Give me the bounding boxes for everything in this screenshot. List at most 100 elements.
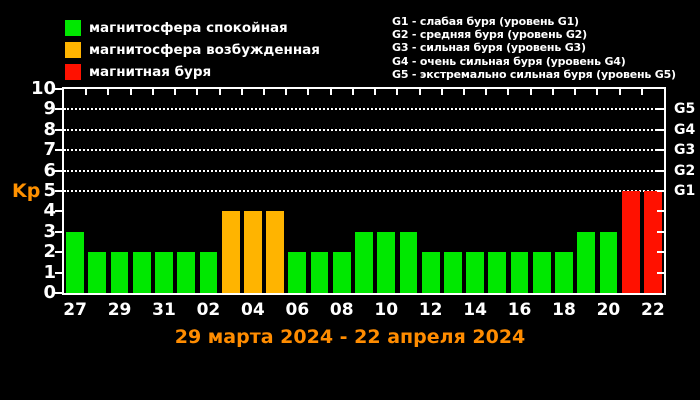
axis-tick-top (351, 89, 354, 95)
axis-tick-left (55, 292, 62, 294)
axis-tick-top (218, 89, 221, 95)
axis-tick-left (55, 149, 62, 152)
axis-tick-right (657, 190, 664, 192)
plot-area (62, 87, 666, 295)
y-tick-label: 2 (43, 241, 56, 263)
y-tick-label: 10 (30, 78, 56, 99)
y-axis-label-kp: Kp (12, 180, 41, 202)
bar-day-06 (288, 252, 307, 293)
bar-day-30 (132, 252, 151, 293)
gridline-level-6 (64, 169, 664, 172)
bar-day-12 (421, 252, 440, 293)
gridline-level-9 (64, 108, 664, 111)
red-square-swatch (65, 63, 81, 80)
right-axis-label-g1: G1 (674, 183, 696, 199)
green-square-swatch (65, 19, 81, 36)
axis-tick-right (657, 271, 664, 274)
bar-day-20 (599, 231, 618, 293)
gridline-level-7 (64, 149, 664, 152)
axis-tick-left (55, 251, 62, 254)
y-tick-label: 4 (43, 200, 56, 222)
axis-tick-right (657, 251, 664, 254)
axis-tick-top (85, 89, 88, 95)
y-tick-label: 1 (43, 261, 56, 283)
bar-day-15 (488, 252, 507, 293)
axis-tick-top (196, 89, 199, 95)
right-axis-label-g3: G3 (674, 142, 696, 159)
bar-day-22 (643, 191, 662, 293)
y-tick-label: 7 (43, 139, 56, 161)
bar-day-11 (399, 231, 418, 293)
bar-day-27 (66, 231, 84, 293)
x-tick-label-20: 20 (596, 300, 621, 320)
bar-day-28 (88, 252, 107, 293)
axis-tick-top (596, 89, 599, 95)
bar-day-05 (266, 211, 284, 293)
gridline-level-8 (64, 128, 664, 131)
bar-day-07 (310, 252, 329, 293)
x-tick-label-22: 22 (641, 300, 665, 320)
y-tick-label: 8 (43, 118, 56, 140)
axis-tick-top (551, 89, 554, 95)
g-scale-line-g3: G3 - сильная буря (уровень G3) (392, 41, 586, 55)
y-tick-label: 5 (43, 180, 56, 201)
axis-tick-right (657, 230, 664, 233)
bar-day-18 (555, 252, 573, 293)
g-scale-line-g4: G4 - очень сильная буря (уровень G4) (392, 54, 626, 68)
bar-day-01 (177, 252, 196, 293)
axis-tick-top (507, 89, 510, 95)
axis-tick-top (396, 89, 399, 95)
x-tick-label-18: 18 (552, 300, 576, 320)
legend-label-quiet: магнитосфера спокойная (89, 19, 288, 36)
axis-tick-left (55, 271, 62, 274)
axis-tick-left (55, 128, 62, 131)
axis-tick-left (55, 169, 62, 172)
bar-day-08 (332, 252, 351, 293)
g-scale-description: G1 - слабая буря (уровень G1) G2 - средн… (392, 15, 676, 81)
chart-title-date-range: 29 марта 2024 - 22 апреля 2024 (174, 326, 526, 348)
bar-day-16 (510, 252, 529, 293)
x-tick-label-02: 02 (196, 300, 221, 320)
axis-tick-top (640, 89, 643, 95)
axis-tick-top (240, 89, 243, 95)
axis-tick-left (55, 108, 62, 111)
x-tick-label-08: 08 (329, 300, 354, 320)
bar-day-13 (443, 252, 462, 293)
bar-day-09 (355, 231, 373, 293)
axis-tick-top (440, 89, 443, 95)
axis-tick-top (618, 89, 621, 95)
axis-tick-top (263, 89, 265, 95)
y-tick-label: 9 (43, 98, 56, 120)
axis-tick-top (329, 89, 332, 95)
legend-item-storm: магнитная буря (65, 63, 211, 80)
axis-tick-right (657, 108, 664, 111)
x-tick-label-27: 27 (63, 300, 87, 320)
legend-item-quiet: магнитосфера спокойная (65, 19, 288, 36)
x-tick-label-06: 06 (285, 300, 310, 320)
right-axis-label-g2: G2 (674, 162, 696, 179)
y-tick-label: 0 (43, 282, 56, 303)
axis-tick-top (151, 89, 154, 95)
axis-tick-top (529, 89, 532, 95)
bar-day-04 (243, 211, 262, 293)
axis-tick-top (574, 89, 577, 95)
orange-square-swatch (65, 41, 81, 58)
x-tick-label-04: 04 (241, 300, 265, 320)
bar-day-31 (155, 252, 173, 293)
g-scale-line-g2: G2 - средняя буря (уровень G2) (392, 28, 587, 42)
x-tick-label-10: 10 (374, 300, 399, 320)
axis-tick-top (285, 89, 288, 95)
right-axis-label-g5: G5 (674, 101, 696, 118)
axis-tick-right (657, 169, 664, 172)
bar-day-02 (199, 252, 218, 293)
axis-tick-left (55, 190, 62, 192)
bar-day-19 (577, 231, 596, 293)
y-tick-label: 3 (43, 220, 56, 242)
legend-label-excited: магнитосфера возбужденная (89, 41, 320, 58)
x-tick-label-12: 12 (418, 300, 443, 320)
legend-label-storm: магнитная буря (89, 63, 212, 80)
bar-day-29 (110, 252, 129, 293)
x-tick-label-29: 29 (107, 300, 132, 320)
g-scale-line-g5: G5 - экстремально сильная буря (уровень … (392, 67, 676, 81)
